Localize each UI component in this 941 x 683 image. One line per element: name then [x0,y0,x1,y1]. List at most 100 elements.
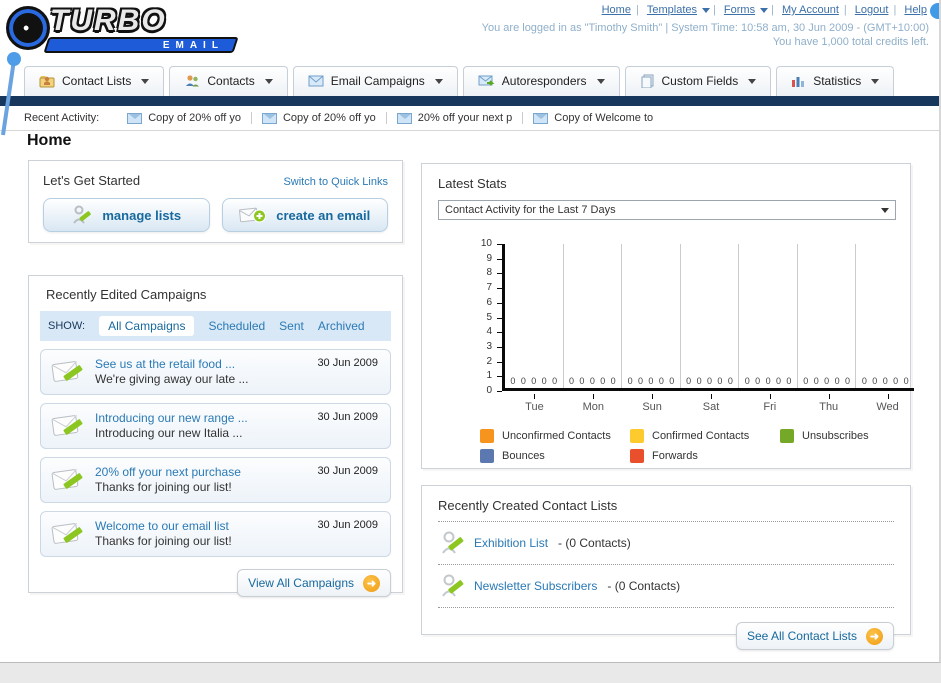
stats-period-dropdown[interactable]: Contact Activity for the Last 7 Days [438,200,896,220]
contact-lists-panel: Recently Created Contact Lists Exhibitio… [421,485,911,650]
chart-legend: Unconfirmed Contacts Confirmed Contacts Un… [480,429,894,463]
tab-label: Statistics [813,74,862,88]
envelope-pencil-icon [51,522,83,544]
y-axis-tick [497,376,502,378]
page-title: Home [27,132,72,149]
logo-bar: EMAIL [43,37,239,53]
recent-activity-label: Recent Activity: [24,112,100,124]
link-help[interactable]: Help [904,4,927,16]
link-templates[interactable]: Templates [646,4,697,16]
logo-subtitle: EMAIL [162,40,224,51]
y-axis-label: 6 [486,296,492,308]
campaigns-list: See us at the retail food ... We're givin… [40,349,391,557]
filter-sent[interactable]: Sent [279,319,304,333]
link-forms[interactable]: Forms [723,4,756,16]
recent-activity-text: Copy of Welcome to [554,112,654,124]
campaign-row[interactable]: Welcome to our email list Thanks for join… [40,511,391,557]
recent-activity-item[interactable]: 20% off your next p [387,112,524,124]
y-axis-label: 9 [486,252,492,264]
tab-label: Contacts [207,74,255,88]
tab-label: Autoresponders [501,74,587,88]
envelope-icon [533,112,549,124]
recent-activity-item[interactable]: Copy of Welcome to [523,112,663,124]
envelope-plus-icon [239,207,267,223]
campaign-subtitle: Introducing our new Italia ... [95,426,243,440]
y-axis-tick [497,317,502,319]
link-home[interactable]: Home [601,4,631,16]
y-axis-label: 0 [486,385,492,396]
campaign-row[interactable]: Introducing our new range ... Introducing… [40,403,391,449]
recent-activity-item[interactable]: Copy of 20% off yo [252,112,387,124]
campaign-row[interactable]: See us at the retail food ... We're givin… [40,349,391,395]
legend-item: Confirmed Contacts [630,429,780,443]
value-label: 0 [637,376,643,386]
envelope-icon [308,75,324,87]
create-email-button[interactable]: create an email [221,198,388,232]
x-axis-tick [887,394,889,399]
get-started-panel: Let's Get Started Switch to Quick Links … [28,160,403,243]
value-label: 0 [775,376,781,386]
envelope-icon [396,112,412,124]
value-label: 0 [786,376,792,386]
campaign-subtitle: Thanks for joining our list! [95,480,232,494]
filter-all-campaigns[interactable]: All Campaigns [99,316,195,336]
manage-lists-button[interactable]: manage lists [43,198,210,232]
view-all-campaigns-button[interactable]: View All Campaigns ➜ [237,569,391,597]
contact-list-row[interactable]: Exhibition List - (0 Contacts) [438,522,894,564]
legend-swatch-icon [630,449,644,463]
campaign-subtitle: Thanks for joining our list! [95,534,232,548]
campaign-row[interactable]: 20% off your next purchase Thanks for joi… [40,457,391,503]
recent-activity-item[interactable]: Copy of 20% off yo [117,112,252,124]
get-started-title: Let's Get Started [43,173,141,188]
campaign-title[interactable]: Introducing our new range ... [95,411,248,425]
y-axis-label: 8 [486,267,492,279]
y-axis-tick [497,346,502,348]
campaign-title[interactable]: Welcome to our email list [95,519,229,533]
campaign-date: 30 Jun 2009 [317,411,378,423]
legend-item: Unsubscribes [780,429,930,443]
annotation-dot [930,3,939,19]
contact-list-link[interactable]: Newsletter Subscribers [474,579,598,593]
tab-label: Custom Fields [661,74,739,88]
tab-email-campaigns[interactable]: Email Campaigns [292,66,458,96]
header-right: Home | Templates | Forms | My Account | Logo… [482,4,929,48]
contact-list-row[interactable]: Newsletter Subscribers - (0 Contacts) [438,565,894,607]
tab-statistics[interactable]: Statistics [776,66,895,96]
switch-quick-links[interactable]: Switch to Quick Links [283,176,388,188]
link-my-account[interactable]: My Account [782,4,839,16]
campaign-date: 30 Jun 2009 [317,519,378,531]
tab-contacts[interactable]: Contacts [169,66,288,96]
person-pencil-icon [442,531,464,554]
value-label: 0 [803,376,809,386]
see-all-contact-lists-button[interactable]: See All Contact Lists ➜ [735,622,894,650]
envelope-icon [127,112,143,124]
value-label: 0 [568,376,574,386]
contact-activity-chart: 10 9 8 7 6 5 4 3 2 1 0 0 0 0 0 0 0 0 0 0 0 0 0 0 0 0 0 0 0 0 0 0 0 0 0 0 0 0 0… [438,238,914,413]
tab-autoresponders[interactable]: Autoresponders [462,66,620,96]
campaign-title[interactable]: See us at the retail food ... [95,357,236,371]
person-pencil-icon [73,205,92,224]
x-axis-label: Mon [582,401,604,413]
main-nav: Contact Lists Contacts Email Campaigns A… [24,66,895,96]
filter-scheduled[interactable]: Scheduled [208,319,266,333]
contact-list-link[interactable]: Exhibition List [474,536,549,550]
filter-archived[interactable]: Archived [317,319,365,333]
divider-bar [0,96,939,106]
value-label: 0 [658,376,664,386]
campaign-title[interactable]: 20% off your next purchase [95,465,241,479]
contact-list-count: - (0 Contacts) [607,579,681,593]
tab-custom-fields[interactable]: Custom Fields [624,66,772,96]
tab-contact-lists[interactable]: Contact Lists [24,66,165,96]
value-label: 0 [610,376,616,386]
link-logout[interactable]: Logout [854,4,889,16]
legend-swatch-icon [480,449,494,463]
campaign-subtitle: We're giving away our late ... [95,372,249,386]
value-label: 0 [686,376,692,386]
